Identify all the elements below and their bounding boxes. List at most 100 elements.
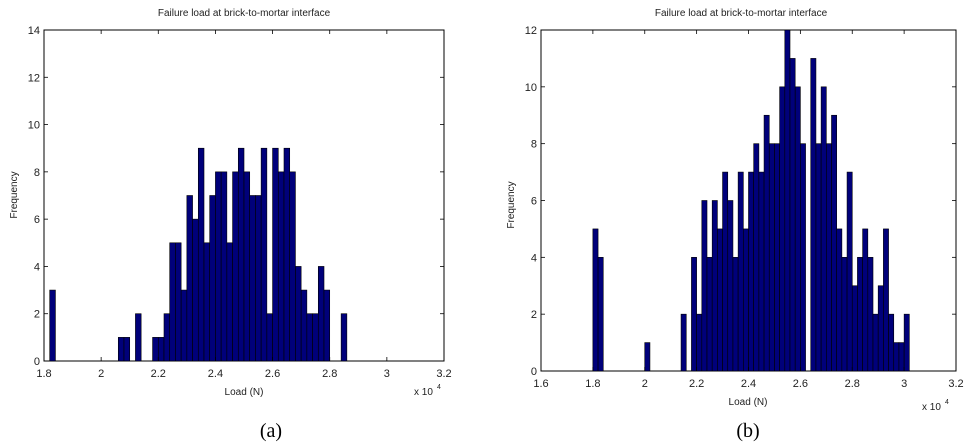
y-tick-label: 6 <box>34 214 40 226</box>
histogram-bar <box>888 313 895 372</box>
histogram-bar <box>180 289 188 362</box>
histogram-bar <box>312 313 319 362</box>
histogram-bar <box>680 313 687 372</box>
histogram-bar <box>737 171 744 372</box>
y-tick-label: 14 <box>28 25 40 37</box>
histogram-bar <box>306 313 313 362</box>
x-tick-label: 3.2 <box>436 368 451 380</box>
histogram-bar <box>841 257 848 372</box>
histogram-bar <box>711 200 718 372</box>
y-tick-label: 2 <box>34 309 40 321</box>
y-tick-label: 4 <box>531 252 537 264</box>
x-tick-label: 2.6 <box>793 378 808 390</box>
histogram-bar <box>789 58 796 372</box>
histogram-bar <box>768 143 775 372</box>
histogram-bar <box>295 266 302 362</box>
histogram-bar <box>249 195 256 362</box>
y-axis-label: Frequency <box>506 181 517 228</box>
x-axis-label: Load (N) <box>729 397 768 408</box>
x-tick-label: 2.4 <box>741 378 756 390</box>
chart-title: Failure load at brick-to-mortar interfac… <box>655 8 828 19</box>
histogram-bar <box>243 171 251 362</box>
histogram-bar <box>748 171 754 372</box>
panel-caption: (b) <box>736 420 759 442</box>
x-tick-label: 2 <box>98 368 104 380</box>
histogram-bar <box>883 228 889 372</box>
x-tick-label: 2.6 <box>265 368 280 380</box>
histogram-bar <box>893 342 900 372</box>
histogram-bar <box>732 257 739 372</box>
x-tick-label: 3 <box>384 368 390 380</box>
histogram-bar <box>903 313 910 372</box>
histogram-bar <box>898 342 905 372</box>
histogram-bar <box>117 337 125 362</box>
axis-ticks: 1.6 1.8 2 2.2 2.4 2.6 2.8 3 3.2 0 2 4 6 8 10 12 <box>525 25 964 390</box>
histogram-bar <box>255 195 262 362</box>
histogram-bar <box>203 242 211 362</box>
histogram-bar <box>323 289 331 362</box>
y-tick-label: 0 <box>531 366 537 378</box>
histogram-bar <box>49 289 56 362</box>
histogram-bar <box>727 200 734 372</box>
histogram-bar <box>300 289 308 362</box>
histogram-bar <box>851 285 858 372</box>
histogram-panel-b: Failure load at brick-to-mortar interfac… <box>506 8 964 442</box>
x-tick-label: 3 <box>901 378 907 390</box>
y-tick-label: 6 <box>531 196 537 208</box>
histogram-bar <box>701 200 708 372</box>
histogram-bar <box>722 171 729 372</box>
histogram-bar <box>272 147 279 362</box>
histogram-bar <box>800 143 806 372</box>
histogram-bar <box>186 195 193 362</box>
histogram-bar <box>794 86 801 372</box>
histogram-bar <box>706 257 713 372</box>
histogram-bar <box>857 257 863 372</box>
x-tick-label: 2.8 <box>845 378 860 390</box>
histogram-bar <box>836 228 843 372</box>
x-tick-label: 2.2 <box>151 368 166 380</box>
y-tick-label: 0 <box>34 356 40 368</box>
histogram-bar <box>753 143 760 372</box>
histogram-bar <box>717 228 723 372</box>
y-tick-label: 4 <box>34 261 40 273</box>
histogram-bar <box>784 29 791 372</box>
histogram-bar <box>862 228 869 372</box>
histogram-bar <box>175 242 182 362</box>
x-axis-exponent: x 10 <box>414 387 433 398</box>
panel-caption: (a) <box>260 420 282 442</box>
histogram-bar <box>872 313 879 372</box>
histogram-bar <box>197 147 205 362</box>
x-tick-label: 2 <box>642 378 648 390</box>
histogram-bar <box>867 257 874 372</box>
histogram-bar <box>696 313 703 372</box>
histogram-bar <box>826 143 832 372</box>
x-tick-label: 3.2 <box>948 378 963 390</box>
histogram-bar <box>123 337 131 362</box>
histogram-bar <box>831 114 837 372</box>
x-tick-label: 2.2 <box>689 378 704 390</box>
histogram-bar <box>758 171 765 372</box>
histogram-bar <box>774 143 780 372</box>
histogram-bar <box>283 147 291 362</box>
x-axis-exponent-power: 4 <box>945 399 949 406</box>
x-tick-label: 2.4 <box>208 368 223 380</box>
histogram-bar <box>277 171 285 362</box>
histogram-bar <box>644 342 651 372</box>
y-tick-label: 8 <box>34 167 40 179</box>
histogram-panel-a: Failure load at brick-to-mortar interfac… <box>9 8 452 442</box>
histogram-bar <box>226 242 233 362</box>
histogram-bar <box>820 86 827 372</box>
histogram-bar <box>340 313 348 362</box>
y-tick-label: 12 <box>525 25 537 37</box>
histogram-bar <box>810 58 817 372</box>
histogram-bar <box>592 228 599 372</box>
histogram-bar <box>597 257 604 372</box>
histogram-bar <box>763 114 770 372</box>
histogram-bar <box>877 285 884 372</box>
bar-group <box>49 147 348 362</box>
histogram-bar <box>260 147 268 362</box>
y-axis-label: Frequency <box>9 171 20 218</box>
axis-ticks: 1.8 2 2.2 2.4 2.6 2.8 3 3.2 0 2 4 6 8 10 12 14 <box>28 25 452 380</box>
x-axis-exponent: x 10 <box>922 402 941 413</box>
